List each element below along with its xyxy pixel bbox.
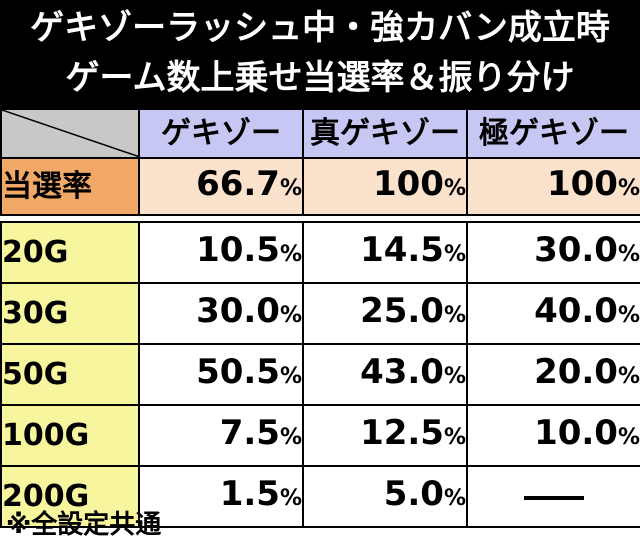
win-rate-value: 100: [546, 164, 618, 204]
table-row: 200G 1.5% 5.0%: [0, 465, 640, 528]
percent-sign: %: [617, 425, 640, 450]
percent-sign: %: [617, 176, 640, 201]
percent-sign: %: [279, 242, 302, 267]
title-band: ゲキゾーラッシュ中・強カバン成立時 ゲーム数上乗せ当選率＆振り分け: [0, 0, 640, 108]
value: 25.0: [360, 291, 444, 331]
value: 43.0: [360, 352, 444, 392]
percent-sign: %: [443, 364, 466, 389]
corner-diagonal: [3, 111, 137, 156]
value: 10.5: [196, 230, 280, 270]
value-cell: 43.0%: [302, 343, 468, 406]
value-cell: 7.5%: [138, 404, 304, 467]
value: 1.5: [219, 474, 280, 514]
percent-sign: %: [279, 364, 302, 389]
win-rate-row: 当選率 66.7% 100% 100%: [0, 157, 640, 216]
percent-sign: %: [617, 364, 640, 389]
value: 10.0: [534, 413, 618, 453]
row-label-30g: 30G: [0, 282, 140, 345]
value: 7.5: [219, 413, 280, 453]
win-rate-cell: 100%: [302, 157, 468, 216]
value: 30.0: [196, 291, 280, 331]
percent-sign: %: [617, 303, 640, 328]
value-cell: 30.0%: [466, 221, 640, 284]
row-label-100g: 100G: [0, 404, 140, 467]
percent-sign: %: [443, 176, 466, 201]
value: 50.5: [196, 352, 280, 392]
value-cell: 50.5%: [138, 343, 304, 406]
value-cell: 30.0%: [138, 282, 304, 345]
value-cell: 14.5%: [302, 221, 468, 284]
win-rate-value: 100: [372, 164, 444, 204]
distribution-table: 20G 10.5% 14.5% 30.0% 30G 30.0% 25.0% 40…: [0, 221, 640, 528]
dash-mark: [524, 495, 584, 500]
win-rate-cell: 66.7%: [138, 157, 304, 216]
column-header-kiwami-gekizo: 極ゲキゾー: [466, 108, 640, 159]
value-cell: 25.0%: [302, 282, 468, 345]
row-label-20g: 20G: [0, 221, 140, 284]
row-label-50g: 50G: [0, 343, 140, 406]
value: 14.5: [360, 230, 444, 270]
title-line-2: ゲーム数上乗せ当選率＆振り分け: [65, 58, 575, 98]
footnote: ※全設定共通: [6, 510, 162, 540]
value-cell: 1.5%: [138, 465, 304, 528]
title-line-1: ゲキゾーラッシュ中・強カバン成立時: [30, 8, 610, 48]
win-rate-cell: 100%: [466, 157, 640, 216]
value-cell: 5.0%: [302, 465, 468, 528]
value: 30.0: [534, 230, 618, 270]
percent-sign: %: [443, 425, 466, 450]
row-label-200g: 200G: [0, 465, 140, 528]
value: 12.5: [360, 413, 444, 453]
percent-sign: %: [279, 176, 302, 201]
table-row: 100G 7.5% 12.5% 10.0%: [0, 404, 640, 467]
percent-sign: %: [443, 303, 466, 328]
value: 5.0: [383, 474, 444, 514]
win-rate-label: 当選率: [0, 157, 140, 216]
win-rate-value: 66.7: [196, 164, 280, 204]
percent-sign: %: [279, 425, 302, 450]
value-cell: 40.0%: [466, 282, 640, 345]
value-cell: 10.5%: [138, 221, 304, 284]
percent-sign: %: [279, 486, 302, 511]
table-row: 50G 50.5% 43.0% 20.0%: [0, 343, 640, 406]
value: 20.0: [534, 352, 618, 392]
percent-sign: %: [443, 486, 466, 511]
table-row: 20G 10.5% 14.5% 30.0%: [0, 221, 640, 284]
percent-sign: %: [279, 303, 302, 328]
value-cell: 20.0%: [466, 343, 640, 406]
header-row: ゲキゾー 真ゲキゾー 極ゲキゾー: [0, 108, 640, 159]
column-header-shin-gekizo: 真ゲキゾー: [302, 108, 468, 159]
percent-sign: %: [443, 242, 466, 267]
table-row: 30G 30.0% 25.0% 40.0%: [0, 282, 640, 345]
rate-table: ゲキゾー 真ゲキゾー 極ゲキゾー 当選率 66.7% 100% 100%: [0, 108, 640, 216]
column-header-gekizo: ゲキゾー: [138, 108, 304, 159]
value: 40.0: [534, 291, 618, 331]
value-cell: 12.5%: [302, 404, 468, 467]
value-cell-none: [466, 465, 640, 528]
corner-cell: [0, 108, 140, 159]
value-cell: 10.0%: [466, 404, 640, 467]
percent-sign: %: [617, 242, 640, 267]
